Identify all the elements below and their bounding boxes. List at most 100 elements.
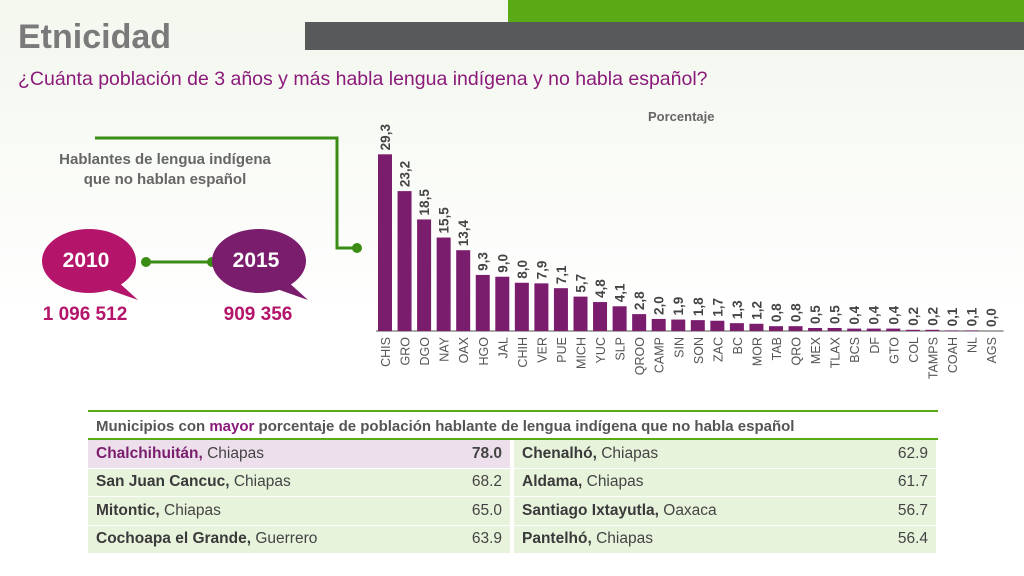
bar-tamps <box>925 329 940 331</box>
bar-col <box>905 329 920 331</box>
bar-pue <box>553 288 568 331</box>
data-label: 13,4 <box>456 219 471 246</box>
data-label: 0,1 <box>945 307 960 326</box>
data-label: 9,3 <box>476 252 491 271</box>
category-label: SON <box>692 337 706 364</box>
data-label: 2,0 <box>652 296 667 315</box>
data-label: 0,5 <box>828 305 843 324</box>
data-label: 1,9 <box>671 297 686 316</box>
category-label: COL <box>907 337 921 363</box>
estado-name: Chiapas <box>229 473 291 491</box>
municipio-name: Chenalhó, <box>522 444 597 462</box>
category-label: GRO <box>399 337 413 366</box>
category-label: GTO <box>887 337 901 364</box>
data-label: 1,2 <box>749 301 764 320</box>
category-label: CHIH <box>516 337 530 368</box>
municipio-value: 56.4 <box>897 530 928 548</box>
bar-tlax <box>827 327 842 331</box>
estado-name: Chiapas <box>159 501 221 519</box>
bar-dgo <box>417 219 432 331</box>
table-cell: Chalchihuitán, Chiapas 78.0 <box>88 440 510 469</box>
table-cell: San Juan Cancuc, Chiapas 68.2 <box>88 468 510 497</box>
side-heading-line2: que no hablan español <box>83 171 247 188</box>
category-label: QROO <box>633 337 647 375</box>
bar-tab <box>769 326 783 331</box>
category-label: VER <box>535 337 549 363</box>
table-row: Mitontic, Chiapas 65.0 Santiago Ixtayutl… <box>88 497 938 526</box>
table-cell: Mitontic, Chiapas 65.0 <box>88 497 510 526</box>
bar-bcs <box>847 328 862 331</box>
municipios-table: Municipios con mayor porcentaje de pobla… <box>88 410 938 554</box>
municipio-value: 78.0 <box>471 444 502 462</box>
data-label: 1,7 <box>710 298 725 317</box>
category-label: CHIS <box>379 337 393 367</box>
category-label: NAY <box>438 336 452 361</box>
category-label: ZAC <box>711 337 725 362</box>
category-label: HGO <box>477 337 491 366</box>
bubble-year-2015: 2015 <box>232 249 280 272</box>
data-label: 18,5 <box>417 189 432 216</box>
category-label: BC <box>731 337 745 354</box>
data-label: 0,2 <box>906 307 921 326</box>
category-label: SLP <box>614 337 628 361</box>
table-row: Cochoapa el Grande, Guerrero 63.9 Pantel… <box>88 525 938 554</box>
category-label: MOR <box>750 337 764 366</box>
table-row: Chalchihuitán, Chiapas 78.0 Chenalhó, Ch… <box>88 440 938 469</box>
bar-chis <box>378 154 392 331</box>
municipio-name: Cochoapa el Grande, <box>96 530 252 548</box>
municipio-name: Pantelhó, <box>522 530 592 548</box>
data-label: 0,8 <box>769 303 784 322</box>
municipio-value: 62.9 <box>897 444 928 462</box>
data-label: 0,8 <box>789 303 804 322</box>
header-accent-gray <box>305 22 1024 50</box>
category-label: MEX <box>809 336 823 364</box>
table-cell: Cochoapa el Grande, Guerrero 63.9 <box>88 525 510 554</box>
category-label: JAL <box>496 337 510 359</box>
municipio-name: Aldama, <box>522 473 583 491</box>
bar-gro <box>397 191 412 331</box>
bar-chart: 29,3 CHIS 23,2 GRO 18,5 DGO 15,5 NAY 13,4 OAX 9,3 H… <box>376 124 1004 379</box>
bar-sin <box>671 319 686 331</box>
municipio-value: 65.0 <box>471 501 502 519</box>
data-label: 0,4 <box>886 305 901 324</box>
category-label: SIN <box>672 337 686 358</box>
category-label: TAMPS <box>926 337 940 379</box>
category-label: NL <box>966 337 980 353</box>
bar-gto <box>886 328 901 331</box>
municipio-name: Santiago Ixtayutla, <box>522 501 659 519</box>
data-label: 15,5 <box>437 207 452 234</box>
bar-camp <box>651 318 666 331</box>
table-cell: Chenalhó, Chiapas 62.9 <box>514 440 936 469</box>
category-label: COAH <box>946 337 960 373</box>
category-label: BCS <box>848 337 862 363</box>
estado-name: Chiapas <box>582 473 644 491</box>
bubble-year-2010: 2010 <box>62 249 110 272</box>
table-header-pre: Municipios con <box>96 418 210 435</box>
category-label: QRO <box>790 337 804 366</box>
data-label: 0,1 <box>965 307 980 326</box>
bar-jal <box>495 276 510 331</box>
category-label: OAX <box>457 336 471 363</box>
data-label: 9,0 <box>495 254 510 273</box>
municipio-value: 61.7 <box>897 473 928 491</box>
bar-chih <box>514 282 529 331</box>
table-row: San Juan Cancuc, Chiapas 68.2 Aldama, Ch… <box>88 468 938 497</box>
data-label: 0,5 <box>808 305 823 324</box>
category-label: YUC <box>594 337 608 363</box>
category-label: PUE <box>555 337 569 363</box>
municipio-name: San Juan Cancuc, <box>96 473 230 491</box>
data-label: 23,2 <box>398 161 413 187</box>
bar-df <box>866 328 881 331</box>
page-title: Etnicidad <box>18 18 172 56</box>
data-label: 29,3 <box>378 124 393 151</box>
category-label: CAMP <box>653 337 667 373</box>
table-cell: Santiago Ixtayutla, Oaxaca 56.7 <box>514 497 936 526</box>
page-subtitle: ¿Cuánta población de 3 años y más habla … <box>18 68 708 90</box>
bar-mor <box>749 323 764 331</box>
estado-name: Chiapas <box>202 444 264 462</box>
bar-hgo <box>475 274 490 331</box>
data-label: 0,4 <box>847 305 862 324</box>
data-label: 4,8 <box>593 279 608 298</box>
table-cell: Pantelhó, Chiapas 56.4 <box>514 525 936 554</box>
